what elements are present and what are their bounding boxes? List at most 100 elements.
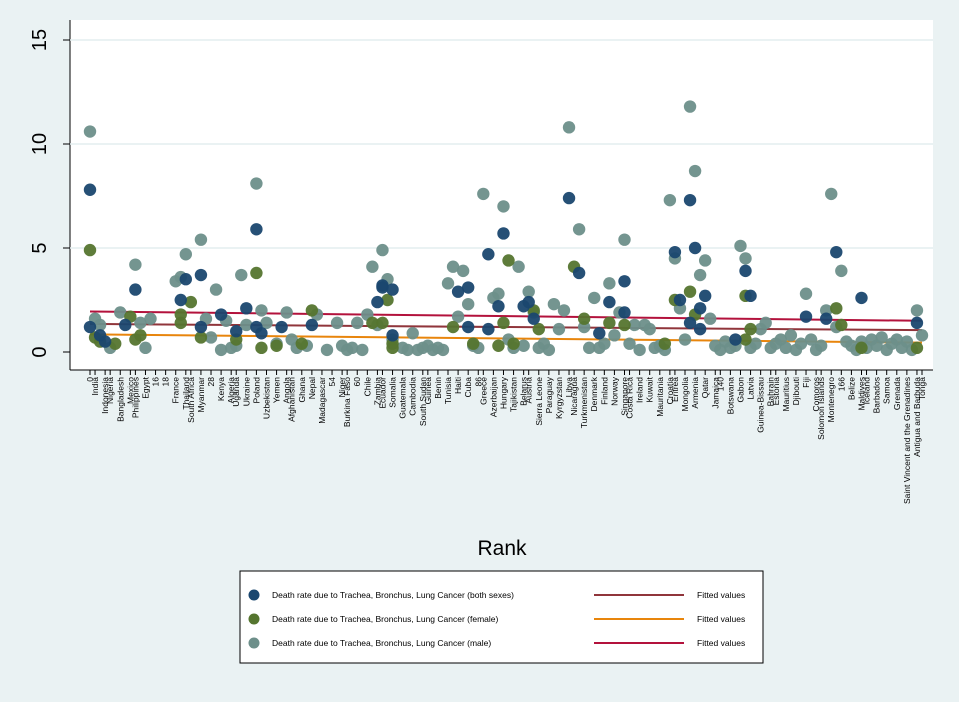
data-point — [830, 245, 843, 259]
data-point — [698, 254, 712, 267]
data-point — [461, 297, 475, 311]
data-point — [557, 304, 571, 317]
x-tick-label: Madagascar — [317, 377, 327, 424]
data-point — [174, 293, 187, 307]
x-tick-label: Ecuador — [377, 377, 387, 409]
data-point — [401, 343, 414, 357]
data-point — [749, 337, 762, 350]
data-point — [779, 341, 793, 355]
x-tick-label: Botswana — [725, 377, 735, 415]
data-point — [693, 268, 707, 282]
data-point — [704, 312, 717, 325]
plot-area — [70, 20, 933, 370]
data-point — [552, 322, 566, 336]
data-point — [744, 289, 757, 303]
x-tick-label: 54 — [327, 377, 337, 387]
x-tick-label: Somalia — [388, 377, 398, 408]
x-tick-label: Benin — [433, 377, 443, 399]
data-point — [376, 316, 389, 330]
data-point — [562, 121, 576, 134]
data-point — [129, 258, 142, 271]
data-point — [910, 316, 924, 330]
data-point — [194, 233, 208, 246]
legend-marker — [248, 637, 260, 649]
data-point — [729, 333, 742, 346]
data-point — [517, 339, 530, 352]
data-point — [240, 302, 253, 315]
x-tick-label: Finland — [599, 377, 609, 405]
x-tick-label: Ukraine — [241, 377, 251, 407]
x-tick-label: Eritrea — [670, 377, 680, 402]
data-point — [467, 337, 480, 350]
data-point — [366, 316, 379, 330]
data-point — [451, 310, 465, 323]
data-point — [260, 316, 273, 330]
x-tick-label: 166 — [836, 377, 846, 391]
x-tick-label: Paraguay — [544, 376, 554, 413]
x-tick-label: Haiti — [453, 377, 463, 394]
x-tick-label: Belize — [846, 377, 856, 400]
data-point — [698, 289, 712, 303]
data-point — [114, 306, 127, 319]
x-tick-label: Ireland — [635, 377, 645, 403]
data-point — [577, 312, 591, 325]
x-tick-label: Mexico — [125, 377, 135, 404]
data-point — [255, 304, 268, 317]
data-point — [739, 264, 752, 278]
data-point — [688, 164, 702, 178]
data-point — [129, 283, 142, 296]
data-point — [855, 341, 868, 355]
data-point — [250, 266, 263, 280]
data-point — [83, 183, 97, 196]
data-point — [688, 241, 702, 255]
legend-label: Death rate due to Trachea, Bronchus, Lun… — [272, 638, 491, 648]
x-tick-label: Zambia — [372, 377, 382, 406]
data-point — [618, 275, 631, 288]
data-point — [240, 318, 253, 332]
x-tick-label: Mongolia — [680, 377, 690, 412]
x-tick-label: Poland — [251, 377, 261, 404]
data-point — [386, 329, 399, 342]
data-point — [603, 316, 616, 330]
y-ticks: 0 5 10 15 — [29, 29, 70, 358]
data-point — [83, 320, 97, 334]
data-point — [547, 297, 561, 311]
x-tick-label: Croatia — [665, 377, 675, 405]
data-point — [174, 316, 187, 330]
x-tick-label: Thailand — [181, 377, 191, 410]
data-point — [194, 268, 208, 282]
x-tick-label: Afghanistan — [287, 377, 297, 422]
data-point — [618, 318, 631, 332]
data-point — [633, 343, 646, 357]
data-point — [139, 341, 152, 355]
data-point — [83, 243, 97, 257]
data-point — [356, 343, 369, 357]
x-tick-label: Latvia — [746, 377, 756, 400]
data-point — [598, 337, 611, 350]
data-points — [83, 100, 929, 357]
data-point — [497, 316, 510, 330]
data-point — [618, 233, 631, 246]
data-point — [572, 223, 586, 236]
data-point — [835, 264, 848, 278]
data-point — [527, 312, 540, 325]
x-tick-label: Grenada — [892, 377, 902, 410]
data-point — [119, 318, 132, 332]
x-tick-label: Tajikistan — [509, 377, 519, 412]
data-point — [643, 322, 656, 336]
data-point — [673, 293, 687, 307]
y-tick-label: 10 — [29, 133, 51, 155]
data-point — [214, 343, 228, 357]
x-tick-label: Mauritania — [655, 377, 665, 417]
data-point — [522, 295, 535, 309]
data-point — [386, 283, 399, 296]
data-point — [814, 339, 828, 352]
data-point — [376, 243, 389, 257]
data-point — [461, 320, 475, 334]
data-point — [134, 316, 147, 330]
x-tick-label: Bangladesh — [115, 377, 125, 422]
x-tick-label: Costa Rica — [625, 377, 635, 419]
legend-fitted-label: Fitted values — [697, 614, 745, 624]
data-point — [250, 223, 263, 236]
data-point — [693, 322, 707, 336]
